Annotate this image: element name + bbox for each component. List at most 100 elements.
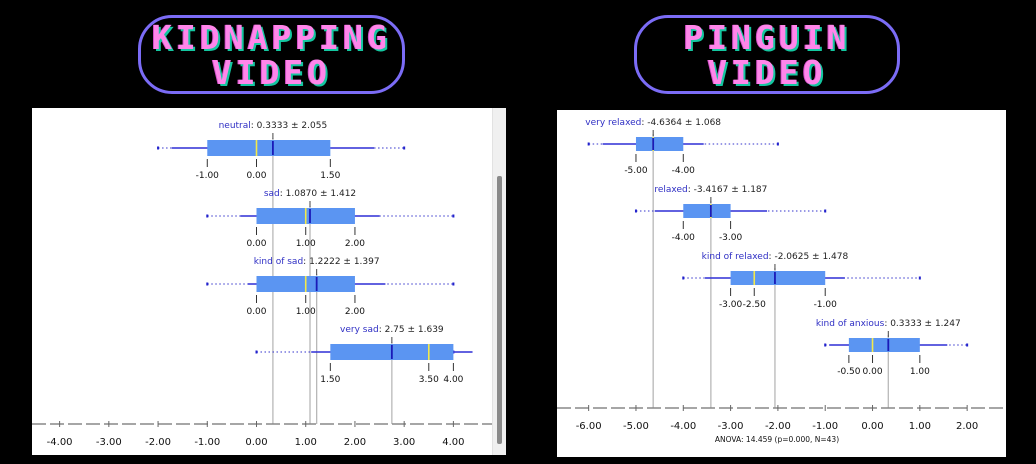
group-stats: : -3.4167 ± 1.187: [688, 185, 768, 195]
group-name: kind of relaxed: [702, 252, 769, 262]
quartile-label: -0.50: [837, 367, 861, 377]
quartile-label: 0.00: [863, 367, 883, 377]
group-name: very sad: [340, 325, 379, 335]
quartile-label: 2.00: [345, 239, 365, 249]
quartile-label: 1.00: [296, 307, 316, 317]
x-tick-label: -1.00: [812, 421, 838, 432]
x-tick-label: -4.00: [670, 421, 696, 432]
iqr-box: [207, 140, 331, 156]
group-stats: : 0.3333 ± 1.247: [884, 319, 960, 329]
x-tick-label: -2.00: [145, 437, 171, 448]
left-chart-panel: -4.00 -3.00 -2.00 -1.00 0.00 1.00 2.00 3.00 4.00…: [32, 108, 506, 455]
quartile-label: 1.00: [910, 367, 930, 377]
group-stats: : -2.0625 ± 1.478: [769, 252, 849, 262]
x-tick-label: -2.00: [765, 421, 791, 432]
quartile-label: -1.00: [814, 300, 838, 310]
group-name: neutral: [219, 121, 251, 131]
iqr-box: [683, 204, 731, 218]
whisker-end-high: [824, 209, 827, 213]
whisker-end-high: [966, 343, 969, 347]
group-header-label: very sad: 2.75 ± 1.639: [340, 325, 444, 335]
left-scroll-thumb[interactable]: [497, 176, 502, 444]
whisker-end-high: [452, 282, 455, 286]
quartile-label: 0.00: [246, 307, 266, 317]
right-title-badge: PINGUIN VIDEO: [634, 15, 900, 94]
group-stats: : 1.2222 ± 1.397: [303, 257, 379, 267]
quartile-label: -3.00: [719, 233, 743, 243]
x-tick-label: 1.00: [295, 437, 317, 448]
whisker-end-low: [682, 276, 685, 280]
left-title: KIDNAPPING VIDEO: [152, 17, 391, 92]
group-name: sad: [264, 189, 280, 199]
quartile-label: -3.00: [719, 300, 743, 310]
whisker-end-low: [634, 209, 637, 213]
whisker-end-low: [157, 146, 160, 150]
quartile-label: 0.00: [246, 171, 266, 181]
box-group-relaxed: relaxed: -3.4167 ± 1.187 -4.00 -3.00: [634, 185, 827, 243]
group-header-label: neutral: 0.3333 ± 2.055: [219, 121, 328, 131]
right-boxplot-chart: -6.00 -5.00 -4.00 -3.00 -2.00 -1.00 0.00 1.00 2.…: [557, 118, 1006, 444]
group-stats: : 2.75 ± 1.639: [379, 325, 444, 335]
x-tick-label: -5.00: [623, 421, 649, 432]
anova-footer: ANOVA: 14.459 (p=0.000, N=43): [715, 435, 839, 444]
whisker-end-high: [776, 142, 779, 146]
group-header-label: sad: 1.0870 ± 1.412: [264, 189, 356, 199]
whisker-end-low: [255, 350, 258, 354]
quartile-label: 4.00: [443, 375, 463, 385]
whisker-end-low: [206, 282, 209, 286]
box-group-very-sad: very sad: 2.75 ± 1.639 1.50 3.50 4.00: [255, 325, 473, 385]
group-name: very relaxed: [585, 118, 641, 128]
x-tick-label: -4.00: [47, 437, 73, 448]
box-group-kind-of-anxious: kind of anxious: 0.3333 ± 1.247 -0.50 0.00…: [816, 319, 969, 377]
quartile-label: 1.00: [296, 239, 316, 249]
quartile-label: 1.50: [320, 375, 340, 385]
x-tick-label: 4.00: [442, 437, 464, 448]
x-tick-label: 1.00: [909, 421, 931, 432]
group-header-label: relaxed: -3.4167 ± 1.187: [654, 185, 767, 195]
quartile-label: -4.00: [672, 166, 696, 176]
left-title-badge: KIDNAPPING VIDEO: [138, 15, 405, 94]
group-stats: : 1.0870 ± 1.412: [280, 189, 356, 199]
x-tick-label: -1.00: [194, 437, 220, 448]
x-tick-label: -6.00: [576, 421, 602, 432]
x-tick-label: 0.00: [861, 421, 883, 432]
x-tick-label: -3.00: [96, 437, 122, 448]
left-scrollbar[interactable]: [492, 108, 506, 455]
quartile-label: 2.00: [345, 307, 365, 317]
group-header-label: kind of sad: 1.2222 ± 1.397: [254, 257, 380, 267]
box-group-very-relaxed: very relaxed: -4.6364 ± 1.068 -5.00 -4.00: [585, 118, 779, 176]
quartile-label: -2.50: [743, 300, 767, 310]
box-group-kind-of-sad: kind of sad: 1.2222 ± 1.397 0.00 1.00 2.00: [206, 257, 455, 317]
quartile-label: 3.50: [419, 375, 439, 385]
quartile-label: -5.00: [624, 166, 648, 176]
quartile-label: -4.00: [672, 233, 696, 243]
x-tick-label: 3.00: [393, 437, 415, 448]
x-tick-label: 2.00: [956, 421, 978, 432]
group-header-label: kind of anxious: 0.3333 ± 1.247: [816, 319, 961, 329]
box-group-kind-of-relaxed: kind of relaxed: -2.0625 ± 1.478 -3.00 -2.…: [682, 252, 921, 310]
whisker-end-low: [587, 142, 590, 146]
box-group-neutral: neutral: 0.3333 ± 2.055 -1.00 0.00 1.50: [157, 121, 406, 181]
left-boxplot-chart: -4.00 -3.00 -2.00 -1.00 0.00 1.00 2.00 3.00 4.00…: [32, 121, 492, 448]
quartile-label: -1.00: [196, 171, 220, 181]
group-stats: : 0.3333 ± 2.055: [251, 121, 327, 131]
x-tick-label: 2.00: [344, 437, 366, 448]
whisker-end-low: [206, 214, 209, 218]
iqr-box: [848, 338, 920, 352]
whisker-end-high: [918, 276, 921, 280]
x-tick-label: 0.00: [245, 437, 267, 448]
group-name: relaxed: [654, 185, 687, 195]
quartile-label: 1.50: [320, 171, 340, 181]
group-header-label: very relaxed: -4.6364 ± 1.068: [585, 118, 721, 128]
iqr-box: [635, 137, 684, 151]
quartile-label: 0.00: [246, 239, 266, 249]
group-name: kind of anxious: [816, 319, 885, 329]
box-group-sad: sad: 1.0870 ± 1.412 0.00 1.00 2.00: [206, 189, 455, 249]
right-chart-panel: -6.00 -5.00 -4.00 -3.00 -2.00 -1.00 0.00 1.00 2.…: [557, 110, 1006, 457]
group-name: kind of sad: [254, 257, 303, 267]
group-header-label: kind of relaxed: -2.0625 ± 1.478: [702, 252, 849, 262]
group-stats: : -4.6364 ± 1.068: [641, 118, 721, 128]
whisker-end-low: [824, 343, 827, 347]
right-title: PINGUIN VIDEO: [683, 17, 851, 92]
x-tick-label: -3.00: [718, 421, 744, 432]
